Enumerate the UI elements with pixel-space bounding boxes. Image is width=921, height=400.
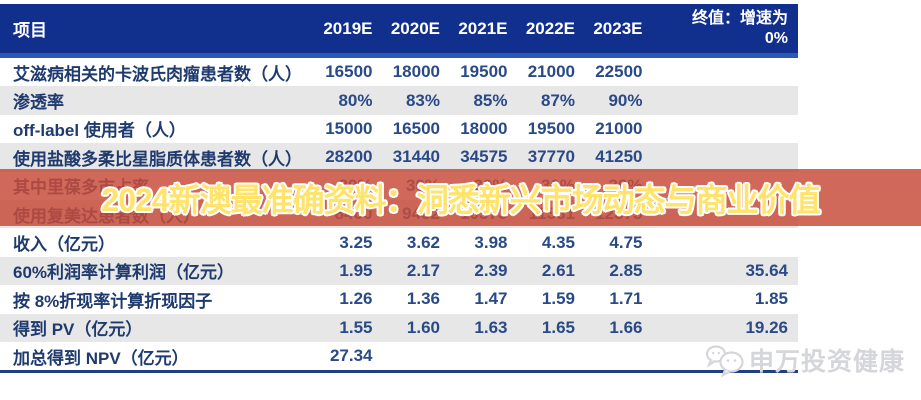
value-cell: 1.63 (474, 317, 508, 337)
column-header-2019e: 2019E (323, 18, 373, 38)
value-cell: 1.95 (339, 260, 373, 280)
promo-overlay-text: 2024新澳最准确资料：洞悉新兴市场动态与商业价值 (101, 181, 820, 218)
value-cell: 37770 (527, 147, 575, 167)
column-header-2021e: 2021E (458, 18, 508, 38)
table-row: 渗透率 80% 83% 85% 87% 90% (0, 86, 798, 115)
terminal-header-line2: 0% (764, 29, 788, 47)
value-cell: 80% (338, 90, 373, 110)
header-separator (0, 53, 798, 58)
value-cell: 90% (608, 90, 643, 110)
terminal-value-cell: 1.85 (754, 289, 788, 309)
column-header-2020e: 2020E (390, 18, 440, 38)
value-cell: 1.36 (406, 289, 440, 309)
terminal-value-cell: 19.26 (745, 317, 788, 337)
value-cell: 2.61 (541, 260, 575, 280)
value-cell: 21000 (595, 118, 643, 138)
table-row: 按 8%折现率计算折现因子 1.26 1.36 1.47 1.59 1.71 1.85 (0, 285, 798, 314)
value-cell: 41250 (595, 147, 643, 167)
row-label: 60%利润率计算利润（亿元） (13, 263, 235, 283)
value-cell: 3.98 (474, 232, 508, 252)
row-label: 按 8%折现率计算折现因子 (13, 291, 213, 311)
value-cell: 19500 (460, 62, 508, 82)
row-label: 使用盐酸多柔比星脂质体患者数（人） (13, 149, 302, 169)
value-cell: 28200 (325, 147, 373, 167)
column-header-terminal: 终值：增速为 0% (643, 9, 799, 49)
value-cell: 2.39 (474, 260, 508, 280)
terminal-header-line1: 终值：增速为 (691, 9, 788, 27)
value-cell: 31440 (392, 147, 440, 167)
value-cell: 18000 (460, 118, 508, 138)
value-cell: 1.66 (609, 317, 643, 337)
promo-overlay-banner: 2024新澳最准确资料：洞悉新兴市场动态与商业价值 (0, 169, 921, 226)
row-label: 加总得到 NPV（亿元） (13, 348, 189, 368)
value-cell: 18000 (392, 62, 440, 82)
terminal-value-cell: 35.64 (745, 260, 788, 280)
row-label: 艾滋病相关的卡波氏肉瘤患者数（人） (13, 64, 302, 84)
value-cell: 1.26 (339, 289, 373, 309)
table-header-row: 项目 2019E 2020E 2021E 2022E 2023E 终值：增速为 … (0, 4, 798, 53)
watermark: 申万投资健康 (705, 342, 905, 378)
column-header-2023e: 2023E (593, 18, 643, 38)
value-cell: 19500 (527, 118, 575, 138)
row-label: off-label 使用者（人） (13, 121, 186, 141)
value-cell: 1.55 (339, 317, 373, 337)
value-cell: 1.47 (474, 289, 508, 309)
row-label: 得到 PV（亿元） (13, 320, 143, 340)
value-cell: 1.59 (541, 289, 575, 309)
value-cell: 2.17 (406, 260, 440, 280)
row-label: 渗透率 (13, 93, 64, 113)
table-row: 收入（亿元） 3.25 3.62 3.98 4.35 4.75 (0, 228, 798, 257)
wechat-icon (705, 345, 744, 377)
value-cell: 22500 (595, 62, 643, 82)
value-cell: 83% (405, 90, 440, 110)
value-cell: 87% (540, 90, 575, 110)
value-cell: 2.85 (609, 260, 643, 280)
value-cell: 15000 (325, 118, 373, 138)
value-cell: 4.35 (541, 232, 575, 252)
value-cell: 16500 (392, 118, 440, 138)
value-cell: 4.75 (609, 232, 643, 252)
value-cell: 3.25 (339, 232, 373, 252)
value-cell: 1.71 (609, 289, 643, 309)
value-cell: 1.60 (406, 317, 440, 337)
value-cell: 21000 (527, 62, 575, 82)
table-bottom-rule (0, 370, 798, 374)
value-cell: 85% (473, 90, 508, 110)
row-label: 收入（亿元） (13, 235, 115, 255)
value-cell: 34575 (460, 147, 508, 167)
table-row: 使用盐酸多柔比星脂质体患者数（人） 28200 31440 34575 37770 412… (0, 143, 798, 172)
column-header-2022e: 2022E (525, 18, 575, 38)
watermark-text: 申万投资健康 (748, 348, 905, 376)
table-row: 艾滋病相关的卡波氏肉瘤患者数（人） 16500 18000 19500 21000 225… (0, 58, 798, 87)
table-row: 加总得到 NPV（亿元） 27.34 (0, 341, 798, 371)
value-cell: 16500 (325, 62, 373, 82)
value-cell: 27.34 (329, 346, 373, 366)
value-cell: 1.65 (541, 317, 575, 337)
table-row: 60%利润率计算利润（亿元） 1.95 2.17 2.39 2.61 2.85 35.64 (0, 256, 798, 286)
column-header-item: 项目 (13, 21, 47, 40)
table-row: off-label 使用者（人） 15000 16500 18000 19500 2100… (0, 114, 798, 144)
table-row: 得到 PV（亿元） 1.55 1.60 1.63 1.65 1.66 19.26 (0, 313, 798, 342)
value-cell: 3.62 (406, 232, 440, 252)
